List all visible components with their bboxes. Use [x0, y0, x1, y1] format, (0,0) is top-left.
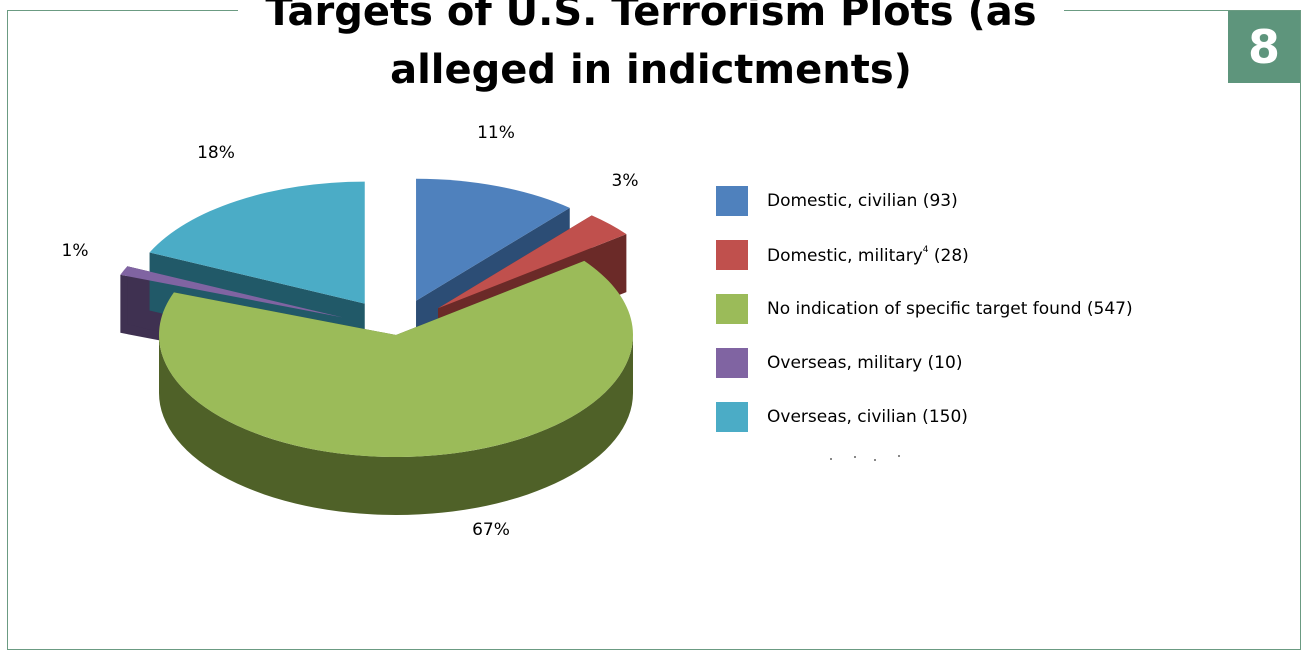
slice-side-no-indication: [159, 335, 633, 515]
legend-label: Overseas, civilian (150): [767, 407, 968, 427]
pie-chart: 11% 3% 67% 1% 18%: [62, 123, 639, 540]
slice-overseas-civilian: [149, 181, 365, 304]
legend-item-no-indication: No indication of specific target found (…: [716, 294, 1133, 324]
slice-no-indication: [159, 260, 634, 458]
legend-item-overseas-civilian: Overseas, civilian (150): [716, 402, 1133, 432]
chart-frame: Targets of U.S. Terrorism Plots (as alle…: [7, 0, 1301, 650]
footnote-marker: 4: [922, 244, 929, 255]
legend-item-domestic-military: Domestic, military4 (28): [716, 240, 1133, 270]
legend-label: No indication of specific target found (…: [767, 299, 1133, 319]
data-label-domestic-civilian: 11%: [477, 123, 515, 143]
slice-domestic-civilian: [416, 178, 570, 301]
legend-label: Overseas, military (10): [767, 353, 963, 373]
legend-swatch: [716, 348, 748, 378]
legend-swatch: [716, 402, 748, 432]
stray-marks: [830, 455, 910, 461]
figure-number-badge: 8: [1228, 11, 1300, 83]
legend-swatch: [716, 186, 748, 216]
chart-title: Targets of U.S. Terrorism Plots (as alle…: [238, 0, 1064, 99]
legend-label: Domestic, civilian (93): [767, 191, 958, 211]
legend-item-domestic-civilian: Domestic, civilian (93): [716, 186, 1133, 216]
legend-swatch: [716, 294, 748, 324]
pie-tops: [120, 178, 634, 458]
data-label-no-indication: 67%: [472, 520, 510, 540]
legend-swatch: [716, 240, 748, 270]
data-label-overseas-civilian: 18%: [197, 143, 235, 163]
data-label-overseas-military: 1%: [62, 241, 89, 261]
chart-legend: Domestic, civilian (93) Domestic, milita…: [716, 186, 1133, 456]
data-label-domestic-military: 3%: [612, 171, 639, 191]
pie-labels: 11% 3% 67% 1% 18%: [62, 123, 639, 540]
legend-item-overseas-military: Overseas, military (10): [716, 348, 1133, 378]
slice-overseas-military: [120, 266, 343, 318]
legend-label: Domestic, military4 (28): [767, 244, 969, 266]
slice-domestic-military: [438, 215, 627, 309]
